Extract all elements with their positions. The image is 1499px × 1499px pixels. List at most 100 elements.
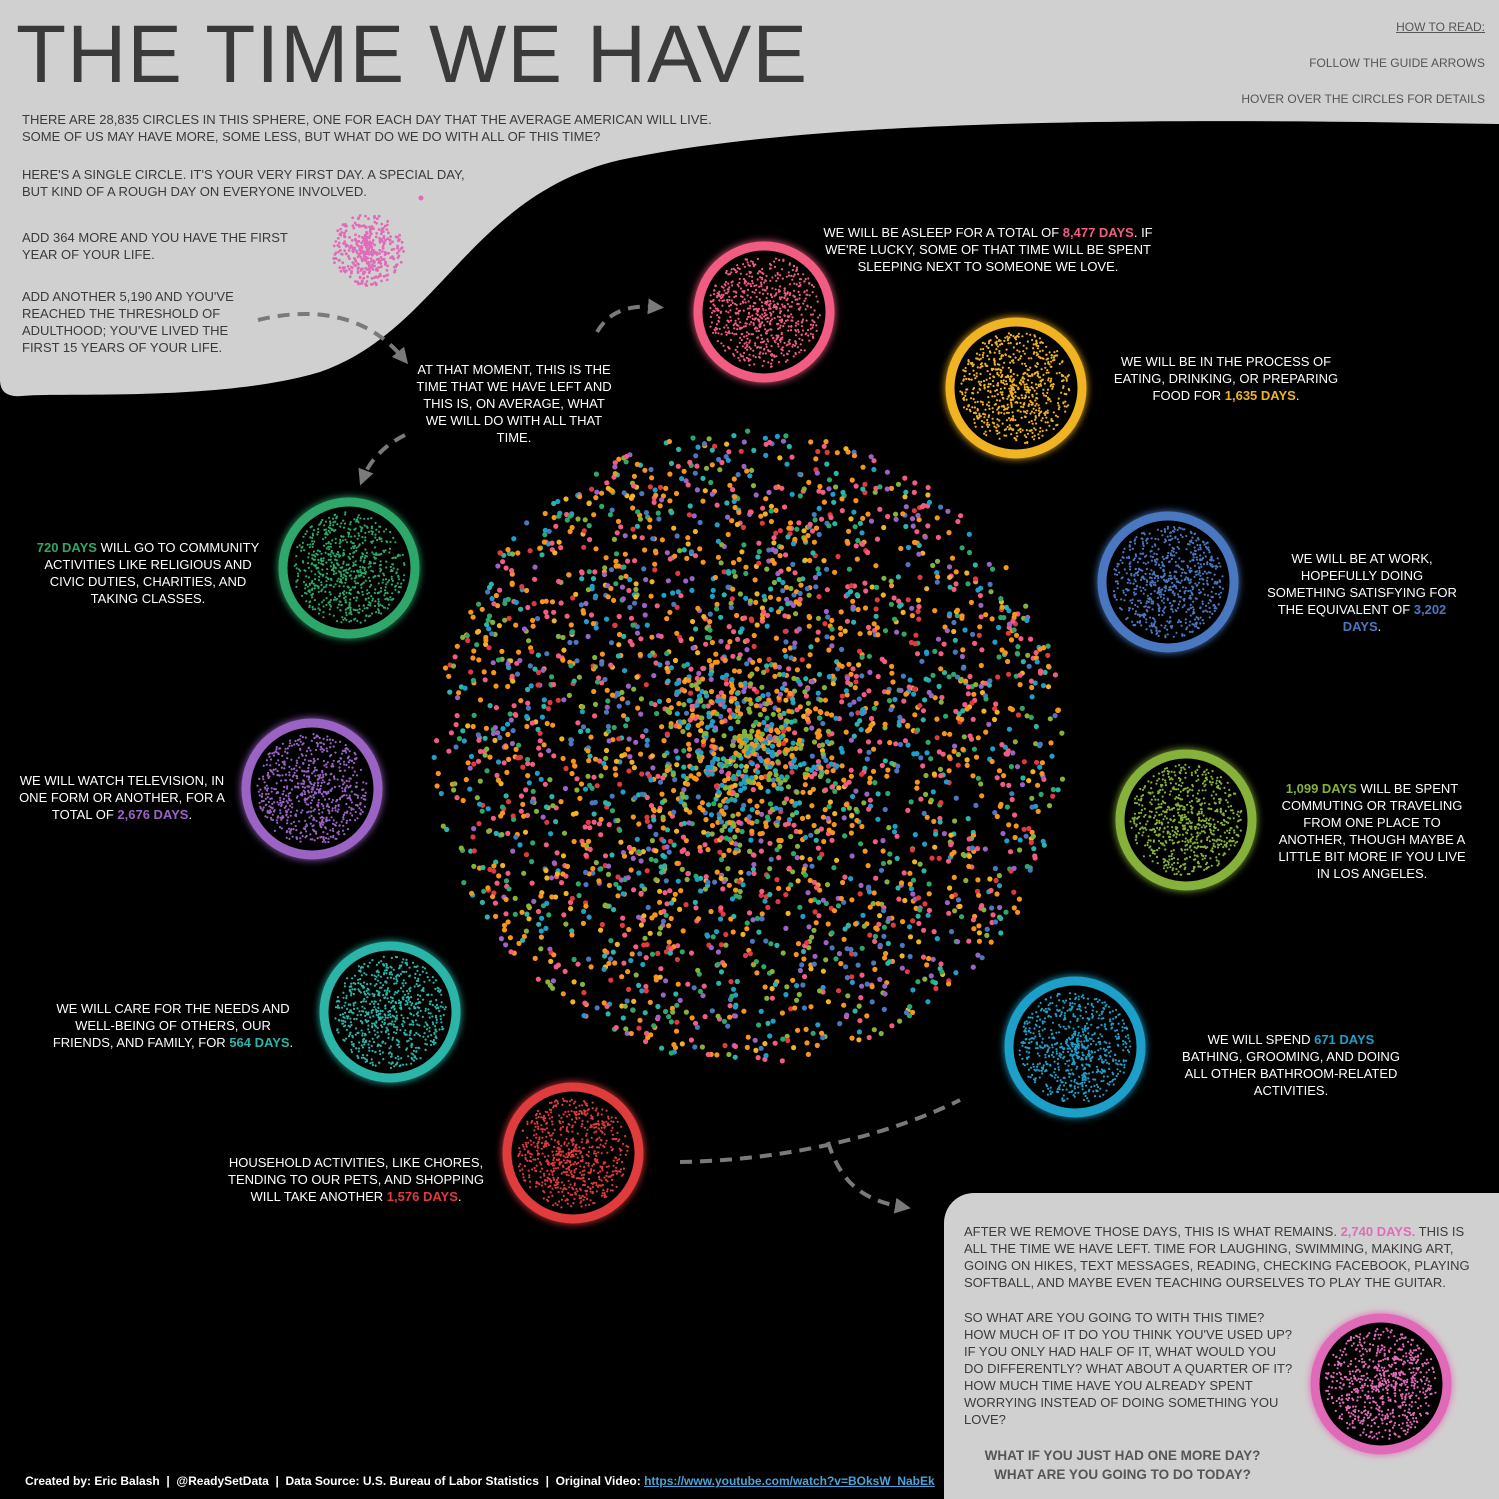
day-dot [643,955,649,961]
year-dot [392,256,395,260]
day-dot [635,705,641,711]
day-dot [763,758,770,764]
activity-dot [987,346,990,350]
year-dot [365,243,369,247]
day-dot [687,459,693,465]
day-dot [653,877,659,883]
day-dot [710,737,716,743]
activity-dot [769,300,772,303]
activity-dot [972,363,975,366]
day-dot [754,591,760,597]
day-dot [745,428,751,434]
day-dot [658,966,664,972]
day-dot [647,930,653,936]
day-dot [655,1003,661,1010]
day-dot [681,787,687,793]
activity-dot [802,302,805,305]
day-dot [1001,615,1007,621]
activity-dot [1019,410,1022,413]
day-dot [818,709,824,716]
day-dot [792,1005,798,1011]
day-dot [551,609,557,615]
day-dot [728,725,734,732]
day-dot [856,662,862,668]
day-dot [754,818,760,825]
activity-dot [1039,383,1042,386]
day-dot [801,761,807,767]
activity-dot [774,274,777,277]
day-dot [1003,565,1009,571]
day-dot [734,978,740,985]
day-dot [648,593,654,599]
day-dot [446,673,452,679]
day-dot [862,605,869,611]
day-dot [958,513,964,519]
day-dot [668,460,675,466]
day-dot [523,787,529,793]
day-dot [754,622,760,628]
day-dot [678,799,684,805]
day-dot [680,834,687,840]
day-dot [558,600,564,606]
day-dot [605,1011,611,1017]
day-dot [865,549,871,556]
day-dot [591,688,597,695]
day-dot [520,801,526,808]
day-dot [689,703,695,709]
activity-dot [1046,388,1050,391]
activity-dot [1030,381,1033,384]
activity-dot [1042,392,1045,395]
day-dot [583,600,589,607]
day-dot [922,534,928,540]
activity-dot [770,328,773,331]
day-dot [512,911,518,917]
day-dot [738,448,744,454]
day-dot [609,692,616,698]
day-dot [587,782,593,788]
day-dot [744,661,750,667]
day-dot [649,475,655,481]
activity-dot [1017,358,1020,361]
day-dot [808,1004,814,1010]
day-dot [724,441,730,447]
activity-dot [769,323,772,326]
activity-dot [736,264,739,267]
day-dot [623,1026,629,1032]
activity-dot [787,316,790,319]
day-dot [721,852,727,859]
day-dot [809,863,815,869]
day-dot [712,659,718,665]
day-dot [983,680,989,686]
activity-dot [960,382,963,385]
day-dot [561,647,567,653]
activity-dot [752,354,755,357]
day-dot [845,993,851,999]
day-dot [732,494,738,500]
day-dot [1037,668,1044,674]
day-dot [726,449,732,455]
day-dot [619,584,626,590]
activity-dot [976,400,979,403]
day-dot [822,621,828,627]
day-dot [742,768,749,774]
day-dot [568,906,574,912]
day-dot [661,752,668,759]
day-dot [454,643,460,649]
day-dot [503,911,509,917]
activity-dot [964,394,967,397]
day-dot [763,726,770,733]
day-dot [787,690,793,697]
day-dot [725,457,731,463]
day-dot [1050,793,1056,799]
day-dot [764,715,770,721]
day-dot [611,597,617,604]
day-dot [910,918,916,924]
activity-dot [773,260,776,263]
year-dot [380,238,383,241]
day-dot [524,587,530,594]
day-dot [655,950,661,957]
activity-dot [763,347,766,350]
activity-dot [761,364,764,367]
activity-dot [786,297,789,300]
day-dot [910,877,917,883]
